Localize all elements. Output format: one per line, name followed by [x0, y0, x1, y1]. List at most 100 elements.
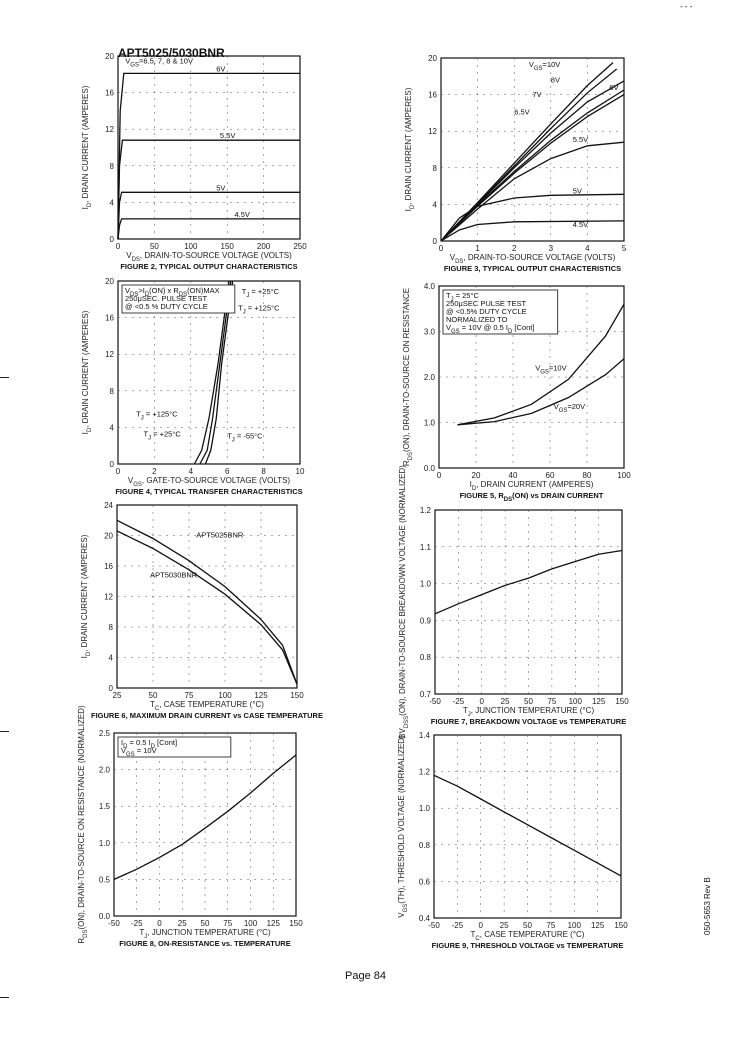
- x-axis-label: ID, DRAIN CURRENT (AMPERES): [470, 480, 594, 492]
- figure-8-on-resistance-vs-temperature: -50 -25 0 25 50 75 100 125 150 0.0 0.5 1.0 1.5 2.0 2.5…: [54, 705, 306, 956]
- x-tick-label: 3: [549, 244, 554, 253]
- y-tick-label: 1.2: [420, 506, 432, 515]
- x-tick-label: -25: [131, 919, 143, 928]
- x-axis-label: VDS, DRAIN-TO-SOURCE VOLTAGE (VOLTS): [126, 251, 292, 263]
- y-tick-label: 16: [428, 91, 437, 100]
- y-tick-label: 20: [428, 54, 437, 63]
- legend-box: [442, 289, 559, 335]
- x-tick-label: 100: [569, 697, 583, 706]
- y-axis-label: RDS(ON), DRAIN-TO-SOURCE ON RESISTANCE (…: [77, 705, 89, 944]
- series-label: 4.5V: [234, 210, 249, 219]
- y-axis-label: ID, DRAIN CURRENT (AMPERES): [81, 310, 93, 434]
- figure-caption: FIGURE 4, TYPICAL TRANSFER CHARACTERISTI…: [115, 487, 302, 496]
- series-label: VGS=10V: [535, 363, 566, 375]
- series-line: [440, 94, 625, 242]
- series-line: [117, 139, 300, 240]
- y-tick-label: 16: [105, 89, 114, 98]
- x-tick-label: 25: [500, 921, 509, 930]
- x-axis-label: TJ, JUNCTION TEMPERATURE (°C): [139, 928, 271, 940]
- fig5-svg: 0 20 40 60 80 100 0.0 1.0 2.0 3.0 4.0 ID, DRAIN CUR…: [402, 282, 631, 503]
- legend-entry: ID = 0.5 ID [Cont]: [121, 738, 177, 750]
- series-line: [440, 193, 625, 242]
- series-line: [113, 754, 297, 880]
- y-tick-label: 2.5: [99, 729, 111, 738]
- y-tick-label: 1.2: [419, 768, 431, 777]
- y-tick-label: 0: [110, 460, 115, 469]
- series-label: 5V: [216, 183, 225, 192]
- x-tick-label: 20: [472, 471, 481, 480]
- y-tick-label: 8: [433, 164, 438, 173]
- x-tick-label: 150: [290, 691, 304, 700]
- figure-5-rdson-vs-drain-current: 0 20 40 60 80 100 0.0 1.0 2.0 3.0 4.0 ID, DRAIN CUR…: [379, 276, 634, 508]
- series-label: 6.5V: [514, 108, 529, 117]
- y-tick-label: 0: [109, 684, 114, 693]
- legend-entry: TJ = 25°C: [446, 291, 479, 303]
- y-tick-label: 20: [105, 277, 114, 286]
- y-tick-label: 12: [428, 127, 437, 136]
- y-tick-label: 1.0: [99, 839, 111, 848]
- page-number: Page 84: [345, 970, 386, 982]
- x-tick-label: 40: [509, 471, 518, 480]
- plot-frame: [440, 57, 625, 242]
- x-tick-label: 125: [254, 691, 268, 700]
- series-line: [457, 303, 625, 426]
- series-label: VGS=20V: [554, 402, 585, 414]
- figure-caption: FIGURE 7, BREAKDOWN VOLTAGE vs TEMPERATU…: [431, 717, 626, 726]
- margin-mark: [0, 997, 9, 998]
- x-tick-label: 0: [157, 919, 162, 928]
- series-label: APT5025BNR: [196, 530, 244, 539]
- plot-frame: [117, 280, 301, 465]
- y-tick-label: 0: [433, 237, 438, 246]
- x-tick-label: 100: [568, 921, 582, 930]
- figure-2-output-characteristics: 0 50 100 150 200 250 0 4 8 12 16 20 VDS, DRAIN-TO-SO…: [58, 46, 310, 279]
- series-label: 7V: [533, 90, 542, 99]
- x-tick-label: 0: [437, 471, 442, 480]
- y-tick-label: 1.0: [420, 580, 432, 589]
- y-tick-label: 12: [105, 125, 114, 134]
- x-axis-label: TC, CASE TEMPERATURE (°C): [471, 930, 585, 942]
- figure-caption: FIGURE 6, MAXIMUM DRAIN CURRENT vs CASE …: [91, 711, 323, 720]
- y-tick-label: 20: [105, 52, 114, 61]
- series-line: [116, 519, 298, 685]
- x-tick-label: 125: [267, 919, 281, 928]
- annotation-label: TJ = +125°C: [136, 409, 178, 421]
- annotation-label: VGS=6.5, 7, 8 & 10V: [125, 56, 193, 68]
- y-tick-label: 4.0: [424, 282, 436, 291]
- x-tick-label: 50: [523, 921, 532, 930]
- series-line: [457, 358, 625, 426]
- y-tick-label: 20: [104, 532, 113, 541]
- legend-box: [117, 736, 232, 758]
- y-tick-label: 1.1: [420, 543, 432, 552]
- series-line: [434, 549, 623, 615]
- annotation-label: TJ = +25°C: [242, 287, 280, 299]
- annotation-label: TJ = +125°C: [238, 303, 280, 315]
- y-axis-label: ID, DRAIN CURRENT (AMPERES): [80, 534, 92, 658]
- x-tick-label: 150: [221, 242, 235, 251]
- x-tick-label: 5: [622, 244, 627, 253]
- x-tick-label: 100: [184, 242, 198, 251]
- y-tick-label: 8: [109, 623, 114, 632]
- figure-caption: FIGURE 9, THRESHOLD VOLTAGE vs TEMPERATU…: [432, 941, 624, 950]
- y-axis-label: ID, DRAIN CURRENT (AMPERES): [81, 85, 93, 209]
- figure-3-output-characteristics: 0 1 2 3 4 5 0 4 8 12 16 20 VDS, DRAIN-TO-SOURCE VOLT…: [381, 48, 634, 281]
- x-tick-label: 0: [116, 467, 121, 476]
- x-tick-label: -50: [108, 919, 120, 928]
- series-line: [433, 774, 622, 877]
- x-axis-label: VGS, GATE-TO-SOURCE VOLTAGE (VOLTS): [128, 476, 291, 488]
- y-tick-label: 0.8: [419, 841, 431, 850]
- x-tick-label: 0: [439, 244, 444, 253]
- x-tick-label: -25: [453, 697, 465, 706]
- x-tick-label: 150: [614, 921, 628, 930]
- y-tick-label: 3.0: [424, 328, 436, 337]
- top-right-mark: - - -: [680, 2, 693, 11]
- x-tick-label: 80: [583, 471, 592, 480]
- y-axis-label: VGS(TH), THRESHOLD VOLTAGE (NORMALIZED): [397, 735, 409, 918]
- series-label: 5V: [573, 186, 582, 195]
- x-tick-label: 0: [480, 697, 485, 706]
- figure-caption: FIGURE 3, TYPICAL OUTPUT CHARACTERISTICS: [444, 264, 621, 273]
- x-tick-label: 0: [479, 921, 484, 930]
- x-tick-label: 75: [223, 919, 232, 928]
- series-line: [193, 280, 230, 465]
- y-tick-label: 1.0: [419, 804, 431, 813]
- figure-7-breakdown-voltage-vs-temperature: -50 -25 0 25 50 75 100 125 150 0.7 0.8 0.9 1.0 1.1 1.2…: [375, 465, 632, 739]
